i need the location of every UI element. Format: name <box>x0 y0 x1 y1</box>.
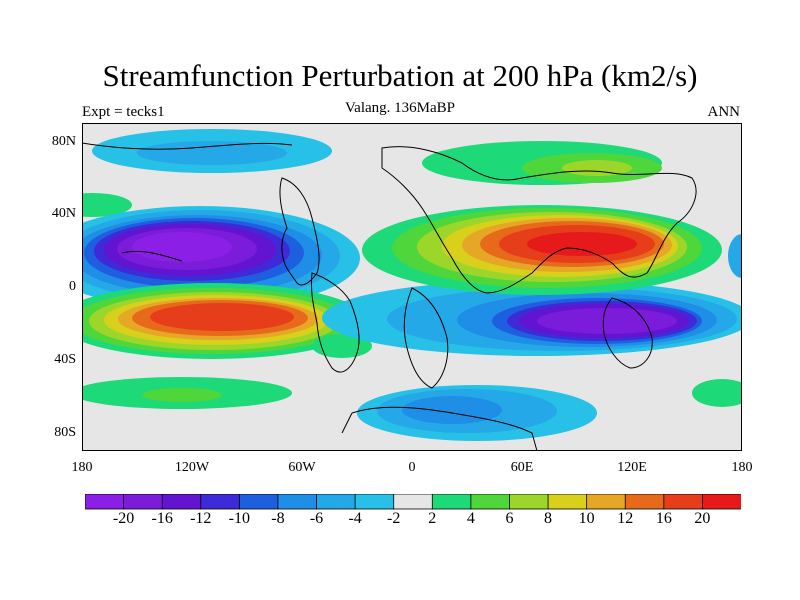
colorbar-tick-label: -4 <box>348 510 362 527</box>
colorbar-tick-label: 2 <box>428 510 437 527</box>
colorbar-swatch <box>354 494 395 510</box>
contour-ne-high-lat <box>422 141 662 185</box>
period-label: Valang. 136MaBP <box>345 100 455 116</box>
colorbar-swatch <box>509 494 549 510</box>
colorbar-swatch <box>277 494 318 510</box>
lat-label-40s: 40S <box>54 352 76 367</box>
lat-label-0: 0 <box>69 279 76 294</box>
streamfunction-map <box>82 123 742 451</box>
lon-label-180w: 180 <box>71 460 93 475</box>
colorbar-tick-label: 10 <box>578 510 595 527</box>
colorbar-tick-label: 16 <box>655 510 672 527</box>
lon-label-120w: 120W <box>174 460 210 475</box>
lon-label-180e: 180 <box>731 460 753 475</box>
colorbar-swatch <box>161 494 202 510</box>
colorbar-swatch <box>200 494 241 510</box>
colorbar-tick-label: 12 <box>617 510 634 527</box>
lon-label-120e: 120E <box>617 460 647 475</box>
contour-south-pacific-high <box>82 283 367 359</box>
colorbar-swatch <box>85 494 125 510</box>
contour-south-green-3 <box>142 388 222 402</box>
experiment-label: Expt = tecks1 <box>82 104 165 120</box>
lon-label-60e: 60E <box>510 460 534 475</box>
colorbar-swatch <box>663 494 704 510</box>
colorbar-swatch <box>238 494 279 510</box>
colorbar-swatch <box>316 494 357 510</box>
colorbar-swatch <box>393 494 434 510</box>
colorbar-tick-label: -6 <box>309 510 324 527</box>
colorbar-swatch <box>586 494 627 510</box>
colorbar-swatch <box>123 494 164 510</box>
lon-label-60w: 60W <box>288 460 316 475</box>
colorbar-tick-label: -10 <box>228 510 250 527</box>
colorbar-tick-label: -16 <box>151 510 173 527</box>
colorbar-swatch <box>702 494 741 510</box>
colorbar-tick-label: -12 <box>190 510 212 527</box>
contour-nw-green <box>82 193 132 217</box>
lat-label-80n: 80N <box>51 134 76 149</box>
colorbar-tick-label: 4 <box>466 510 475 527</box>
plot-title: Streamfunction Perturbation at 200 hPa (… <box>102 58 698 93</box>
contour-east-edge-cyan <box>728 234 742 278</box>
season-label: ANN <box>707 104 741 120</box>
colorbar-tick-label: 8 <box>544 510 553 527</box>
contour-east-edge-green <box>692 379 742 407</box>
coastlines <box>82 142 697 451</box>
colorbar-swatch <box>547 494 588 510</box>
lat-label-80s: 80S <box>54 425 76 440</box>
colorbar-tick-label: -8 <box>271 510 285 527</box>
colorbar <box>85 494 741 510</box>
contour-north-pacific-low <box>82 206 360 310</box>
colorbar-swatch <box>470 494 511 510</box>
colorbar-tick-label: -20 <box>112 510 135 527</box>
lon-label-0: 0 <box>408 460 416 475</box>
colorbar-tick-label: -2 <box>387 510 401 527</box>
contour-nh-pacific-low <box>92 129 332 173</box>
contour-south-polar-low <box>357 385 597 441</box>
colorbar-tick-label: 6 <box>505 510 514 527</box>
lat-label-40n: 40N <box>51 206 76 221</box>
contour-asian-high <box>362 205 722 295</box>
colorbar-swatch <box>431 494 472 510</box>
map-frame <box>82 123 742 451</box>
colorbar-swatch <box>624 494 665 510</box>
colorbar-tick-label: 20 <box>694 510 711 527</box>
contour-south-indian-low <box>322 280 742 356</box>
